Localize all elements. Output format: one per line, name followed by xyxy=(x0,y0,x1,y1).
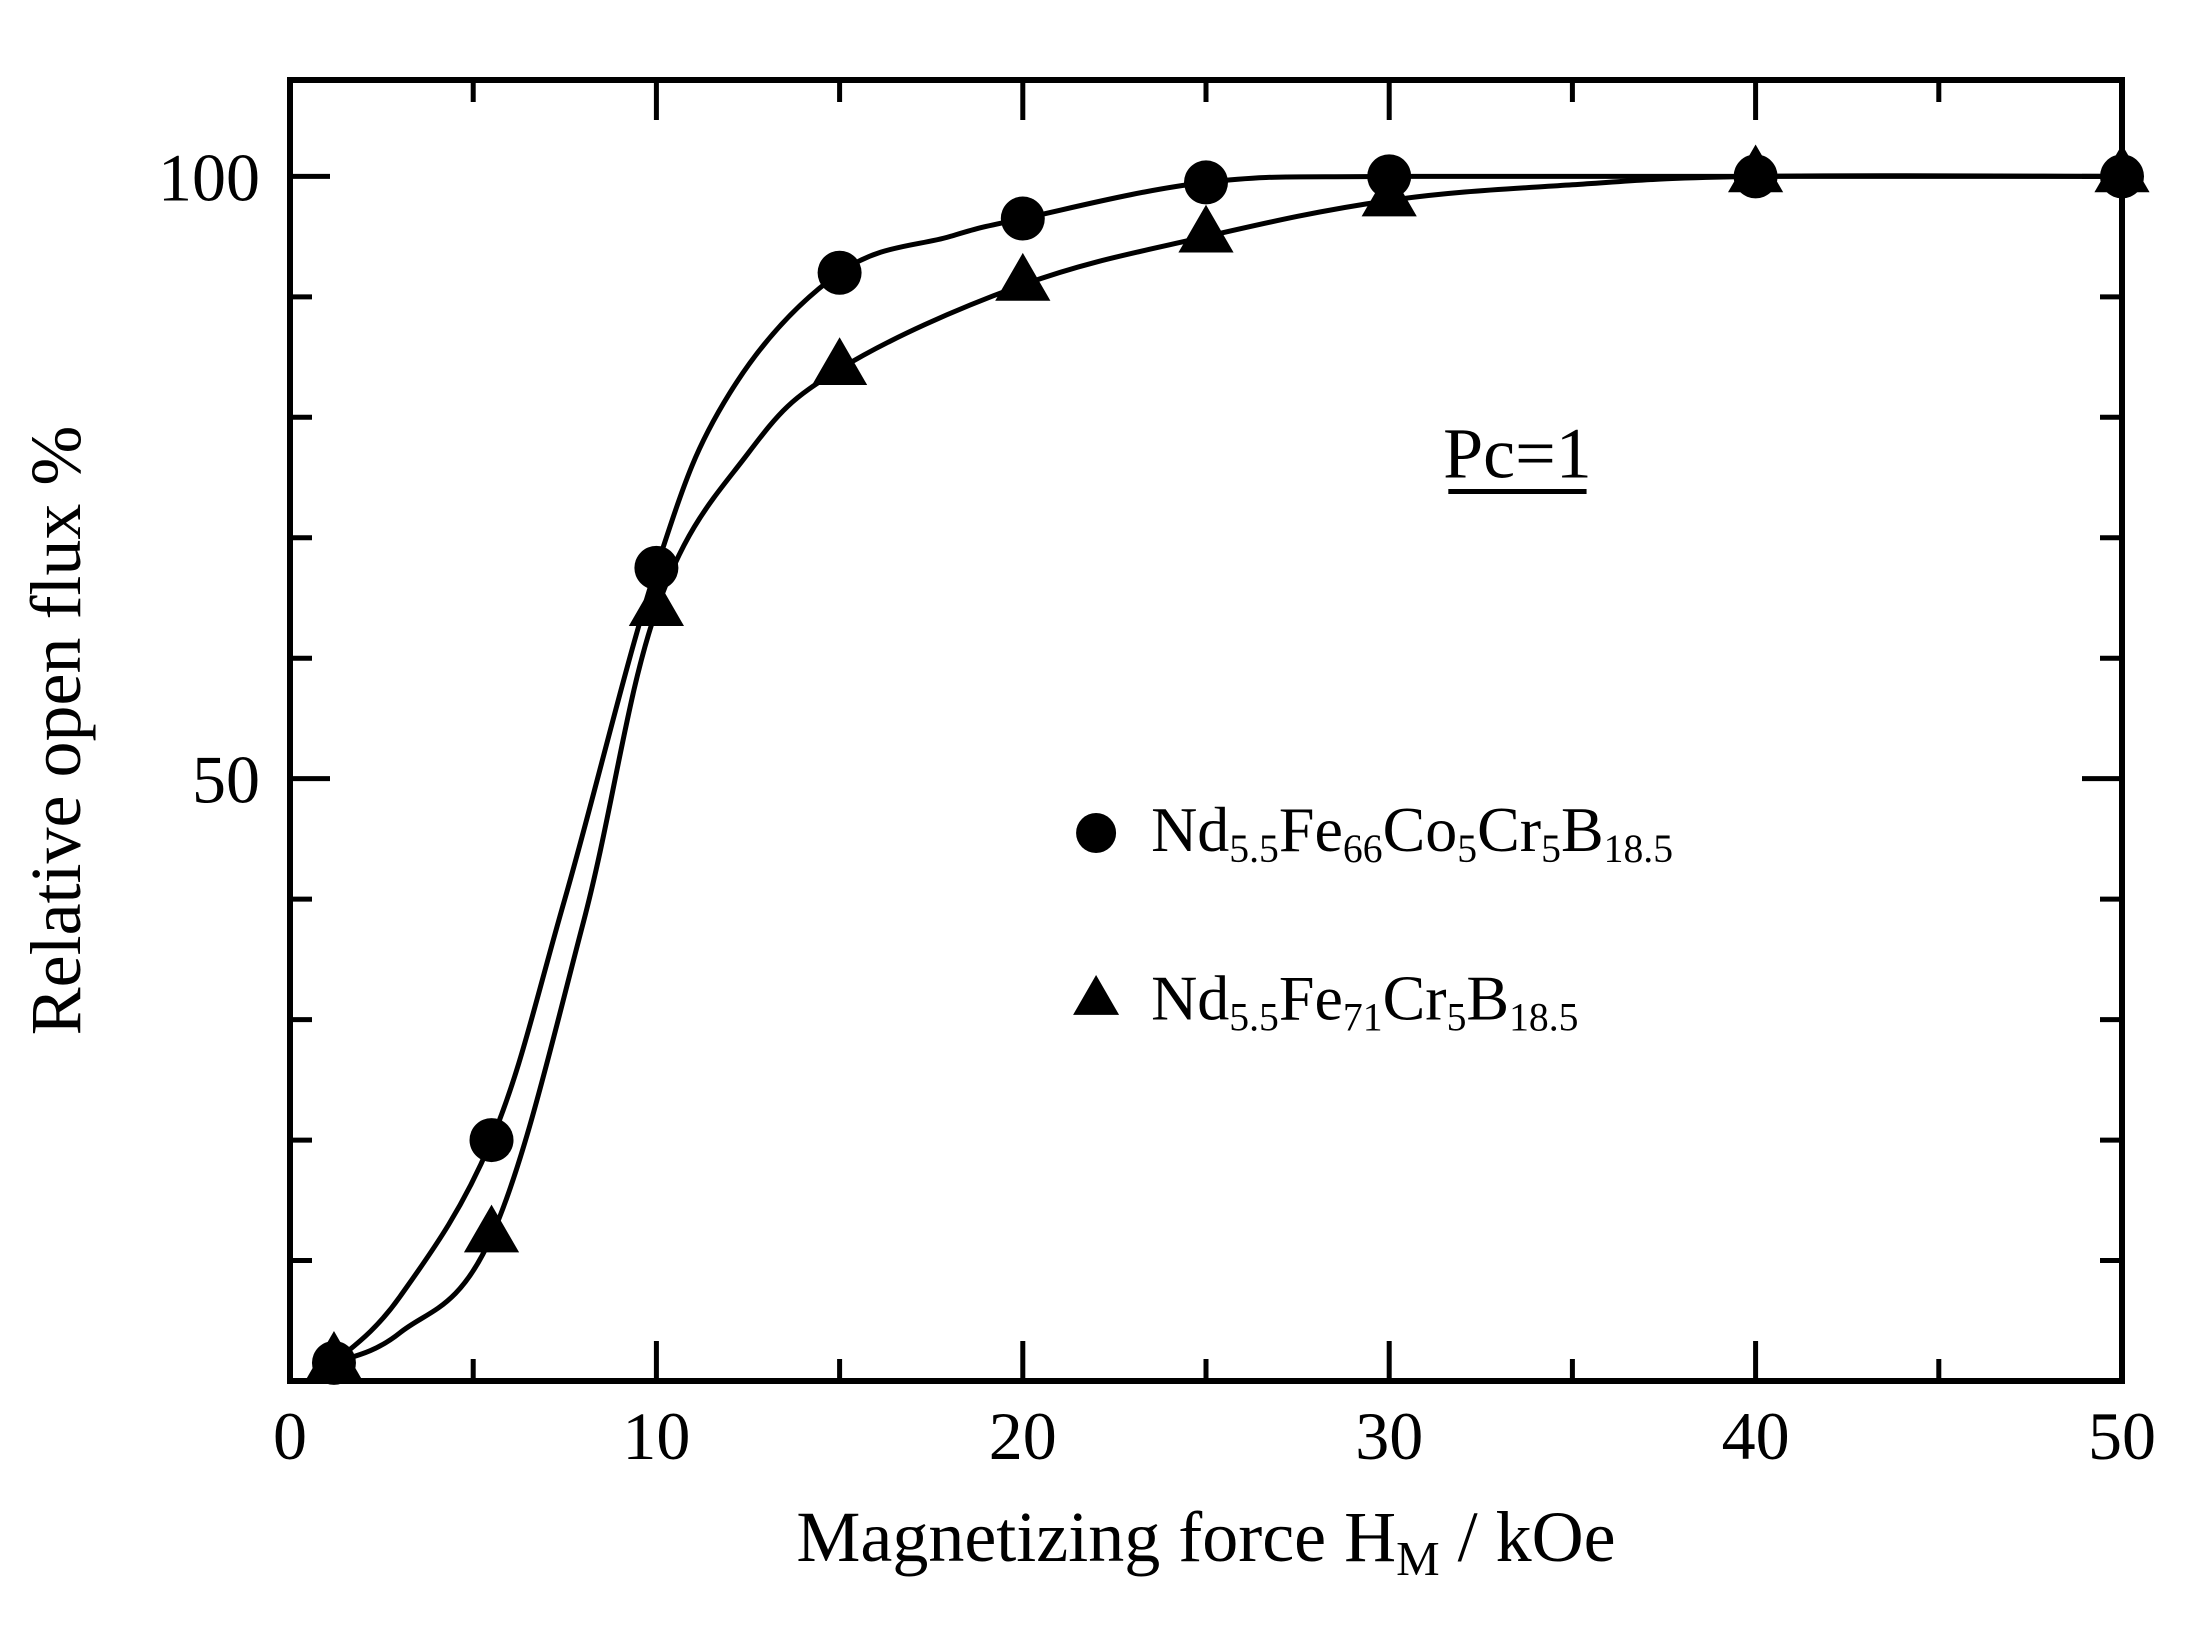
data-point xyxy=(818,251,862,295)
x-axis-label: Magnetizing force HM / kOe xyxy=(796,1497,1615,1586)
x-tick-label: 40 xyxy=(1722,1398,1790,1474)
data-point xyxy=(1001,197,1045,241)
x-tick-label: 10 xyxy=(622,1398,690,1474)
x-tick-label: 20 xyxy=(989,1398,1057,1474)
magnetization-chart: 0 10 20 30 40 50 50 100 Magnetizing force HM / k… xyxy=(0,0,2202,1631)
y-tick-label: 50 xyxy=(192,742,260,818)
y-axis-label: Relative open flux % xyxy=(16,426,96,1036)
data-point xyxy=(1184,160,1228,204)
annotation-pc: Pc=1 xyxy=(1443,414,1592,494)
data-point xyxy=(470,1118,514,1162)
x-tick-label: 0 xyxy=(273,1398,307,1474)
x-tick-label: 50 xyxy=(2088,1398,2156,1474)
y-tick-label: 100 xyxy=(158,139,260,215)
chart-container: 0 10 20 30 40 50 50 100 Magnetizing force HM / k… xyxy=(0,0,2202,1636)
legend-marker xyxy=(1076,813,1116,853)
x-tick-label: 30 xyxy=(1355,1398,1423,1474)
